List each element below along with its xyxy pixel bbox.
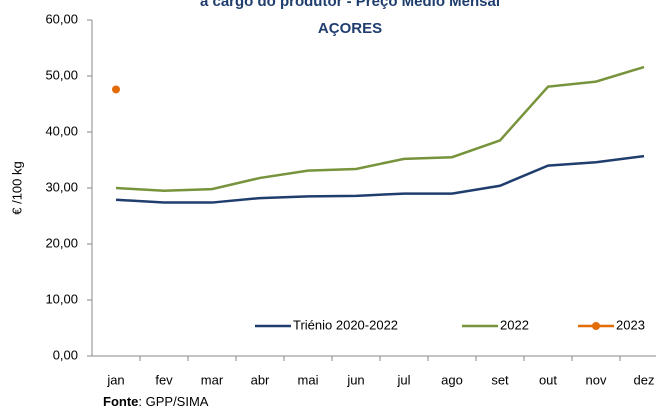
source-text: : GPP/SIMA bbox=[138, 394, 208, 409]
y-axis-label: € /100 kg bbox=[9, 161, 24, 215]
x-tick-label: jul bbox=[396, 372, 410, 387]
y-tick-label: 60,00 bbox=[45, 11, 78, 26]
x-tick-label: mar bbox=[201, 372, 224, 387]
series-line bbox=[115, 65, 645, 193]
x-tick-label: nov bbox=[586, 372, 607, 387]
x-tick-label: set bbox=[491, 372, 509, 387]
x-tick-label: jan bbox=[106, 372, 124, 387]
legend-label: 2022 bbox=[500, 317, 529, 332]
source: Fonte: GPP/SIMA bbox=[103, 394, 209, 409]
x-tick-label: abr bbox=[251, 372, 270, 387]
legend-marker bbox=[592, 322, 600, 330]
y-tick-label: 40,00 bbox=[45, 123, 78, 138]
legend-label: Triénio 2020-2022 bbox=[293, 317, 398, 332]
x-tick-label: mai bbox=[298, 372, 319, 387]
legend-label: 2023 bbox=[616, 317, 645, 332]
y-tick-label: 50,00 bbox=[45, 67, 78, 82]
x-tick-label: ago bbox=[441, 372, 463, 387]
y-tick-label: 30,00 bbox=[45, 179, 78, 194]
x-tick-label: dez bbox=[634, 372, 655, 387]
chart-title: a cargo do produtor - Preço Médio Mensal bbox=[200, 0, 500, 10]
source-label: Fonte bbox=[103, 394, 138, 409]
x-tick-label: jun bbox=[346, 372, 364, 387]
x-tick-label: fev bbox=[155, 372, 173, 387]
y-tick-label: 0,00 bbox=[53, 347, 78, 362]
y-tick-label: 10,00 bbox=[45, 291, 78, 306]
chart-title: AÇORES bbox=[318, 20, 382, 37]
x-tick-label: out bbox=[539, 372, 557, 387]
y-tick-label: 20,00 bbox=[45, 235, 78, 250]
point bbox=[112, 85, 120, 94]
series-line bbox=[115, 154, 645, 204]
